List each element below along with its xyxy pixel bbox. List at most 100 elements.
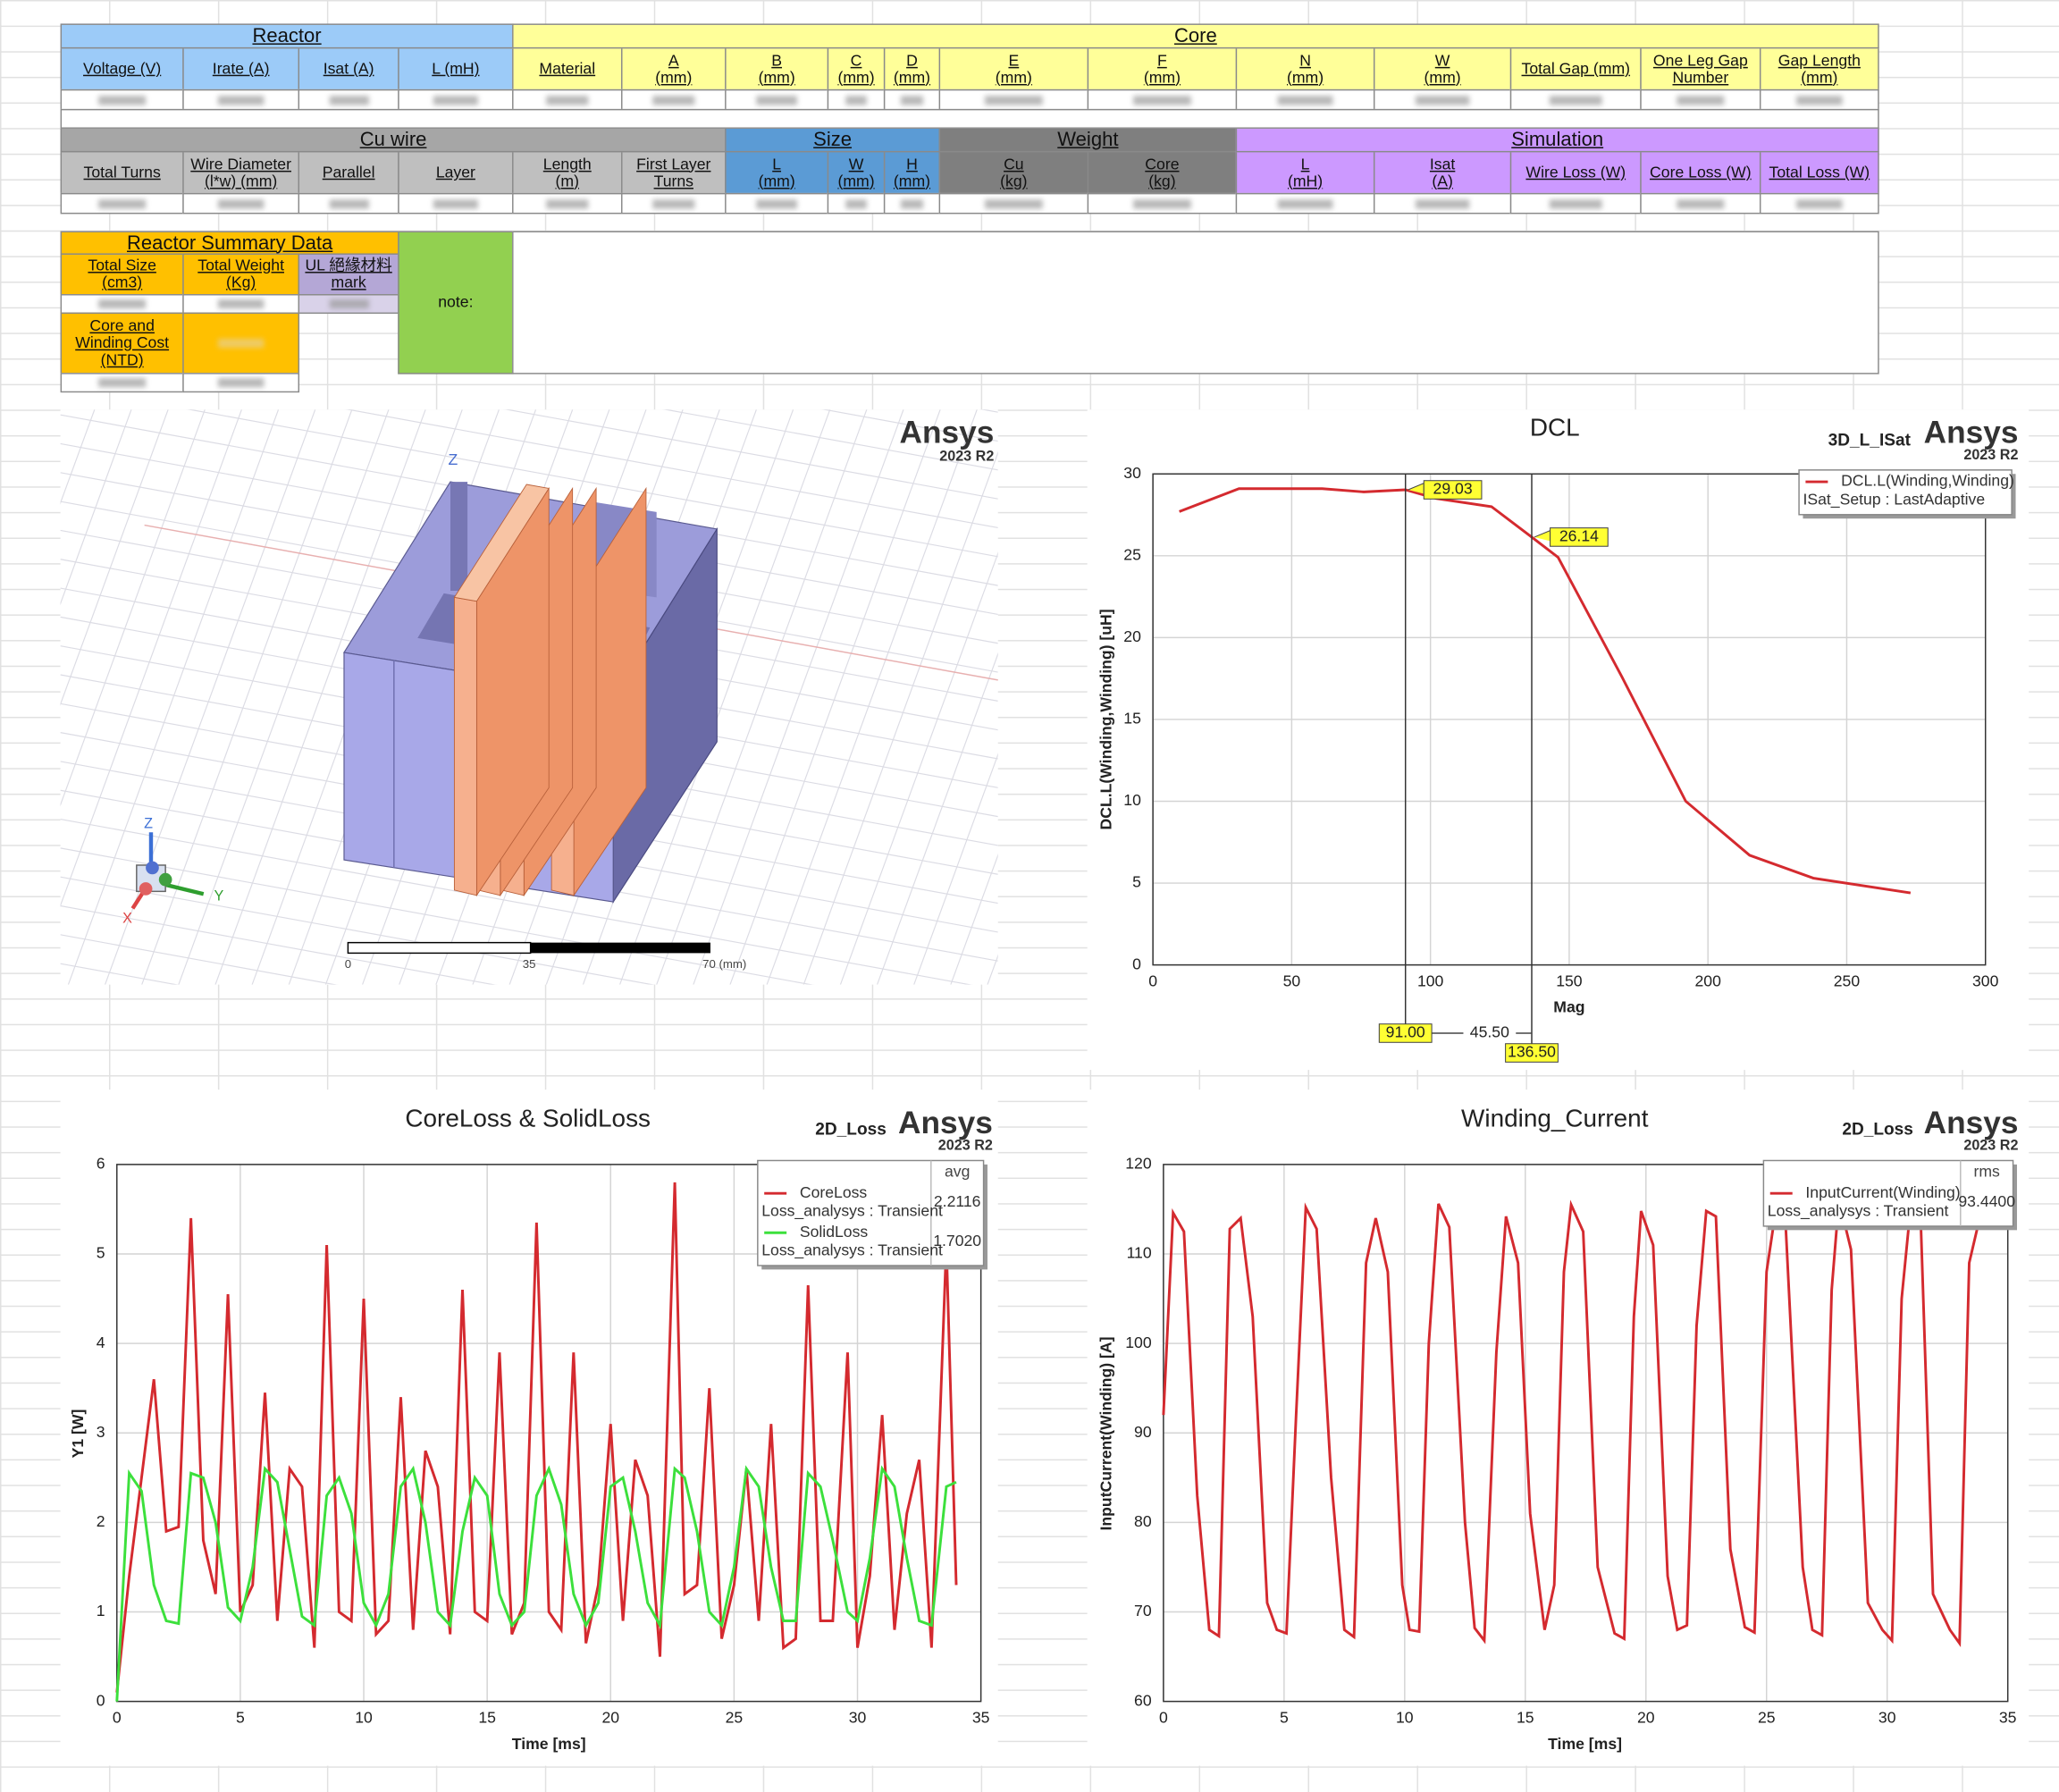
x-tick-label: 10 <box>1396 1708 1414 1726</box>
series-line <box>115 1182 958 1693</box>
y-tick-label: 30 <box>1123 464 1141 482</box>
legend-box <box>1762 1159 2014 1227</box>
chart-tag: 3D_L_ISat <box>1828 432 1912 450</box>
hidden-value <box>218 299 265 309</box>
column-header: L (mH) <box>398 46 514 91</box>
data-cell <box>298 192 399 215</box>
column-header: D (mm) <box>883 46 941 91</box>
version: 2023 R2 <box>939 448 994 464</box>
chart-title: CoreLoss & SolidLoss <box>405 1104 651 1132</box>
marker-box <box>1423 480 1483 500</box>
hidden-value <box>652 198 694 208</box>
floor-line <box>187 409 998 558</box>
floor-line <box>60 409 206 807</box>
group-header: Simulation <box>1235 127 1879 153</box>
data-cell <box>938 192 1089 215</box>
scale-bar <box>347 941 532 955</box>
chart-tag: 2D_Loss <box>815 1121 887 1140</box>
hidden-value <box>652 95 694 105</box>
data-cell <box>1759 88 1879 111</box>
summary-title: Reactor Summary Data <box>60 231 399 255</box>
hidden-value <box>1677 198 1725 208</box>
data-cell <box>1509 192 1642 215</box>
y-axis-label: DCL.L(Winding,Winding) [uH] <box>1097 609 1114 829</box>
legend-stat: 1.7020 <box>933 1232 981 1249</box>
hidden-value <box>329 95 369 105</box>
axis-triad: Z Y X <box>122 816 223 927</box>
y-tick-label: 3 <box>97 1423 105 1441</box>
floor-line <box>60 934 338 985</box>
hidden-value <box>218 378 265 388</box>
data-cell <box>1235 192 1375 215</box>
note-area <box>512 231 1879 374</box>
floor-line <box>178 409 390 985</box>
hidden-value <box>1415 95 1470 105</box>
data-cell <box>621 88 727 111</box>
version: 2023 R2 <box>1963 1138 2018 1154</box>
group-header: Size <box>725 127 941 153</box>
floor-line <box>950 854 998 985</box>
hidden-value <box>901 198 923 208</box>
y-tick-label: 2 <box>97 1512 105 1530</box>
blank-row <box>60 108 1879 129</box>
hidden-value <box>218 95 265 105</box>
legend-name: DCL.L(Winding,Winding) <box>1841 472 2014 490</box>
column-header: B (mm) <box>725 46 829 91</box>
legend-header: avg <box>945 1162 970 1180</box>
floor-line <box>0 409 21 984</box>
column-header: H (mm) <box>883 150 941 195</box>
column-header: Wire Loss (W) <box>1509 150 1642 195</box>
x-axis-label: Mag <box>1553 998 1584 1016</box>
data-cell <box>883 192 941 215</box>
data-cell <box>725 88 829 111</box>
hidden-value <box>984 198 1044 208</box>
hidden-value <box>1278 198 1333 208</box>
marker-x-box <box>1505 1043 1559 1063</box>
column-header: A (mm) <box>621 46 727 91</box>
hidden-value <box>756 198 797 208</box>
y-tick-label: 80 <box>1134 1512 1152 1530</box>
data-cell <box>182 88 300 111</box>
floor-line <box>504 409 998 500</box>
core-model <box>343 481 719 904</box>
data-cell <box>621 192 727 215</box>
view-axis-label: Z <box>449 450 458 468</box>
brand: Ansys <box>1924 416 2019 450</box>
y-tick-label: 60 <box>1134 1691 1152 1709</box>
column-header: Voltage (V) <box>60 46 184 91</box>
data-cell <box>827 88 886 111</box>
y-tick-label: 15 <box>1123 710 1141 728</box>
data-cell <box>182 192 300 215</box>
delta-label: 45.50 <box>1470 1023 1509 1041</box>
scale-label: 0 <box>345 957 351 971</box>
legend-name: CoreLoss <box>800 1183 868 1201</box>
floor-line <box>729 409 941 985</box>
data-cell <box>60 192 184 215</box>
column-header: L (mH) <box>1235 150 1375 195</box>
floor-line <box>913 753 998 985</box>
x-tick-label: 35 <box>1999 1708 2017 1726</box>
legend-header: rms <box>1974 1162 2001 1180</box>
group-header: Cu wire <box>60 127 727 153</box>
floor-line <box>60 818 972 985</box>
y-tick-label: 0 <box>97 1691 105 1709</box>
summary-header: Total Weight (Kg) <box>182 253 300 296</box>
x-tick-label: 35 <box>972 1708 990 1726</box>
data-cell <box>398 192 514 215</box>
column-header: L (mm) <box>725 150 829 195</box>
copper-winding <box>453 484 647 897</box>
y-axis-label: InputCurrent(Winding) [A] <box>1097 1337 1114 1531</box>
hidden-value <box>1415 198 1470 208</box>
plot-frame <box>1152 473 1987 966</box>
legend-stat: 2.2116 <box>934 1192 981 1210</box>
hidden-value <box>845 198 868 208</box>
column-header: Core (kg) <box>1087 150 1238 195</box>
summary-header: Total Size (cm3) <box>60 253 184 296</box>
chart-title: Winding_Current <box>1461 1104 1649 1132</box>
hidden-value <box>1677 95 1725 105</box>
x-tick-label: 30 <box>1878 1708 1896 1726</box>
scale-bar <box>530 942 710 954</box>
floor-line <box>214 409 426 985</box>
floor-line <box>67 409 280 985</box>
brand: Ansys <box>899 416 994 450</box>
